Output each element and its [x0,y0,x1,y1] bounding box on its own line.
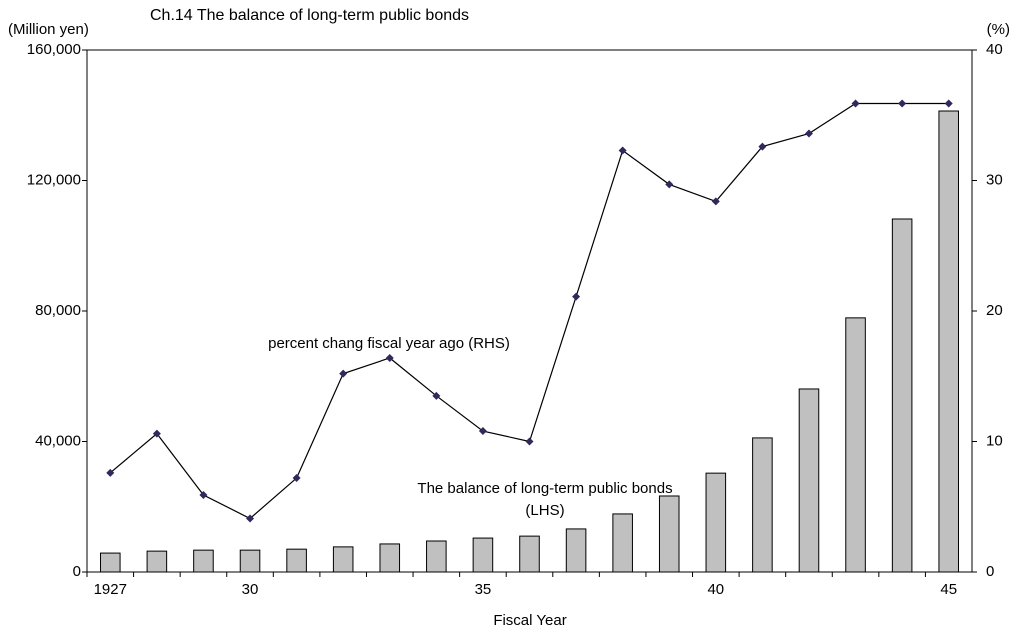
chart-title: Ch.14 The balance of long-term public bo… [150,7,469,24]
bar [100,552,121,573]
bar [798,388,820,573]
series-annotation: percent chang fiscal year ago (RHS) [268,335,510,352]
bar [239,549,261,573]
x-tick-label: 45 [940,581,957,598]
y-tick-label: 120,000 [27,171,81,188]
marker [851,99,860,108]
bar [565,528,587,573]
bar [845,317,866,573]
bar [891,218,913,573]
x-axis-label: Fiscal Year [493,612,566,629]
marker [898,99,907,108]
bar [146,550,168,573]
marker [292,474,301,483]
series-annotation: (LHS) [525,502,564,519]
bar [752,437,773,573]
bar [705,472,727,573]
marker [246,514,255,523]
y2-tick-label: 10 [986,432,1003,449]
marker [339,369,348,378]
series-annotation: The balance of long-term public bonds [417,480,672,497]
y2-tick-label: 40 [986,41,1003,58]
y2-axis-label: (%) [987,21,1010,38]
marker [106,468,115,477]
marker [758,142,767,151]
y2-tick-label: 30 [986,171,1003,188]
bar [379,543,401,573]
bar [519,535,540,573]
bar [193,549,214,573]
marker [478,427,487,436]
bar [286,548,307,573]
y2-tick-label: 0 [986,563,994,580]
y-tick-label: 40,000 [35,432,81,449]
bar [938,110,959,573]
y2-tick-label: 20 [986,302,1003,319]
marker [152,429,161,438]
line [109,102,949,520]
x-tick-label: 40 [707,581,724,598]
bar [426,540,447,573]
marker [804,129,813,138]
marker [199,491,208,500]
marker [572,292,581,301]
y-axis-label: (Million yen) [8,21,89,38]
y-tick-label: 0 [73,563,81,580]
marker [711,197,720,206]
x-tick-label: 35 [475,581,492,598]
marker [525,437,534,446]
x-tick-label: 1927 [94,581,127,598]
bar [332,546,354,573]
marker [385,353,394,362]
marker [618,146,627,155]
x-tick-label: 30 [242,581,259,598]
bar [472,537,494,573]
marker [665,180,674,189]
marker [944,99,953,108]
y-tick-label: 160,000 [27,41,81,58]
y-tick-label: 80,000 [35,302,81,319]
bar [612,513,633,573]
bar [658,495,680,573]
marker [432,391,441,400]
